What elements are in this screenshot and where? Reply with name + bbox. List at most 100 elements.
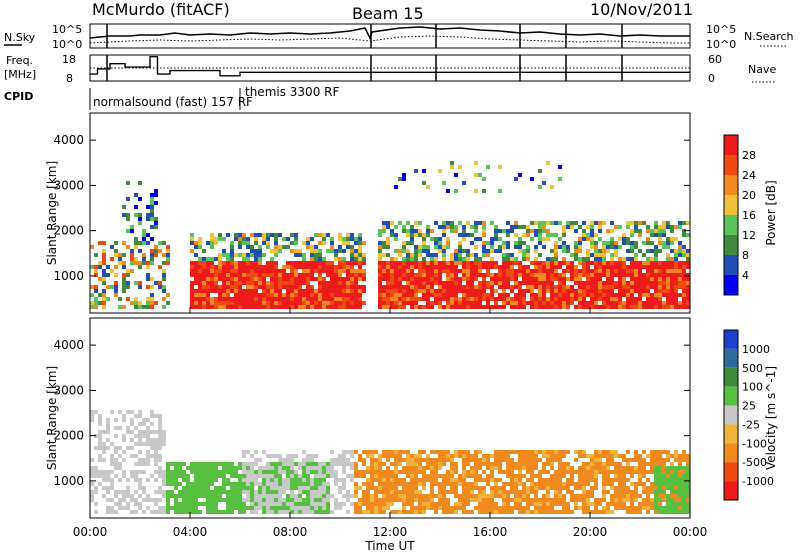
data-cell (338, 237, 342, 241)
data-cell (170, 482, 174, 486)
data-cell (474, 305, 478, 309)
data-cell (418, 253, 422, 257)
data-cell (246, 293, 250, 297)
noise-left-tick-bottom: 10^0 (52, 38, 82, 51)
data-cell (546, 490, 550, 494)
data-cell (354, 462, 358, 466)
data-cell (582, 454, 586, 458)
data-cell (550, 510, 554, 514)
data-cell (598, 265, 602, 269)
data-cell (102, 458, 106, 462)
data-cell (438, 225, 442, 229)
data-cell (626, 462, 630, 466)
data-cell (278, 486, 282, 490)
data-cell (498, 494, 502, 498)
data-cell (294, 253, 298, 257)
data-cell (558, 474, 562, 478)
data-cell (194, 245, 198, 249)
data-cell (530, 269, 534, 273)
data-cell (106, 265, 110, 269)
data-cell (490, 281, 494, 285)
data-cell (670, 249, 674, 253)
colorbar-tick-label: 8 (742, 249, 749, 262)
data-cell (238, 277, 242, 281)
data-cell (290, 478, 294, 482)
data-cell (582, 297, 586, 301)
data-cell (102, 241, 106, 245)
data-cell (294, 474, 298, 478)
data-cell (330, 305, 334, 309)
data-cell (106, 418, 110, 422)
data-cell (134, 510, 138, 514)
data-cell (622, 466, 626, 470)
data-cell (254, 506, 258, 510)
data-cell (382, 490, 386, 494)
data-cell (462, 181, 466, 185)
data-cell (262, 498, 266, 502)
data-cell (386, 281, 390, 285)
data-cell (422, 474, 426, 478)
data-cell (230, 265, 234, 269)
data-cell (126, 494, 130, 498)
data-cell (530, 510, 534, 514)
data-cell (494, 301, 498, 305)
data-cell (570, 470, 574, 474)
data-cell (538, 241, 542, 245)
data-cell (562, 482, 566, 486)
data-cell (238, 293, 242, 297)
data-cell (510, 229, 514, 233)
data-cell (406, 486, 410, 490)
data-cell (646, 494, 650, 498)
data-cell (506, 462, 510, 466)
data-cell (414, 486, 418, 490)
data-cell (574, 229, 578, 233)
data-cell (362, 510, 366, 514)
data-cell (218, 297, 222, 301)
data-cell (646, 265, 650, 269)
data-cell (522, 293, 526, 297)
data-cell (90, 494, 94, 498)
data-cell (654, 506, 658, 510)
data-cell (134, 490, 138, 494)
data-cell (494, 466, 498, 470)
data-cell (638, 269, 642, 273)
data-cell (322, 498, 326, 502)
data-cell (218, 257, 222, 261)
data-cell (598, 261, 602, 265)
data-cell (98, 418, 102, 422)
data-cell (614, 225, 618, 229)
data-cell (410, 482, 414, 486)
data-cell (686, 466, 690, 470)
data-cell (294, 289, 298, 293)
data-cell (550, 265, 554, 269)
data-cell (246, 474, 250, 478)
data-cell (574, 494, 578, 498)
data-cell (506, 229, 510, 233)
data-cell (450, 486, 454, 490)
data-cell (562, 249, 566, 253)
data-cell (290, 233, 294, 237)
data-cell (382, 221, 386, 225)
data-cell (446, 237, 450, 241)
data-cell (562, 233, 566, 237)
data-cell (418, 510, 422, 514)
data-cell (634, 482, 638, 486)
data-cell (654, 490, 658, 494)
data-cell (562, 261, 566, 265)
data-cell (562, 450, 566, 454)
data-cell (438, 245, 442, 249)
data-cell (518, 454, 522, 458)
data-cell (266, 498, 270, 502)
data-cell (478, 173, 482, 177)
data-cell (658, 474, 662, 478)
data-cell (370, 478, 374, 482)
data-cell (354, 301, 358, 305)
data-cell (198, 237, 202, 241)
data-cell (190, 233, 194, 237)
data-cell (226, 470, 230, 474)
data-cell (570, 273, 574, 277)
data-cell (438, 277, 442, 281)
data-cell (286, 265, 290, 269)
data-cell (282, 293, 286, 297)
data-cell (390, 478, 394, 482)
